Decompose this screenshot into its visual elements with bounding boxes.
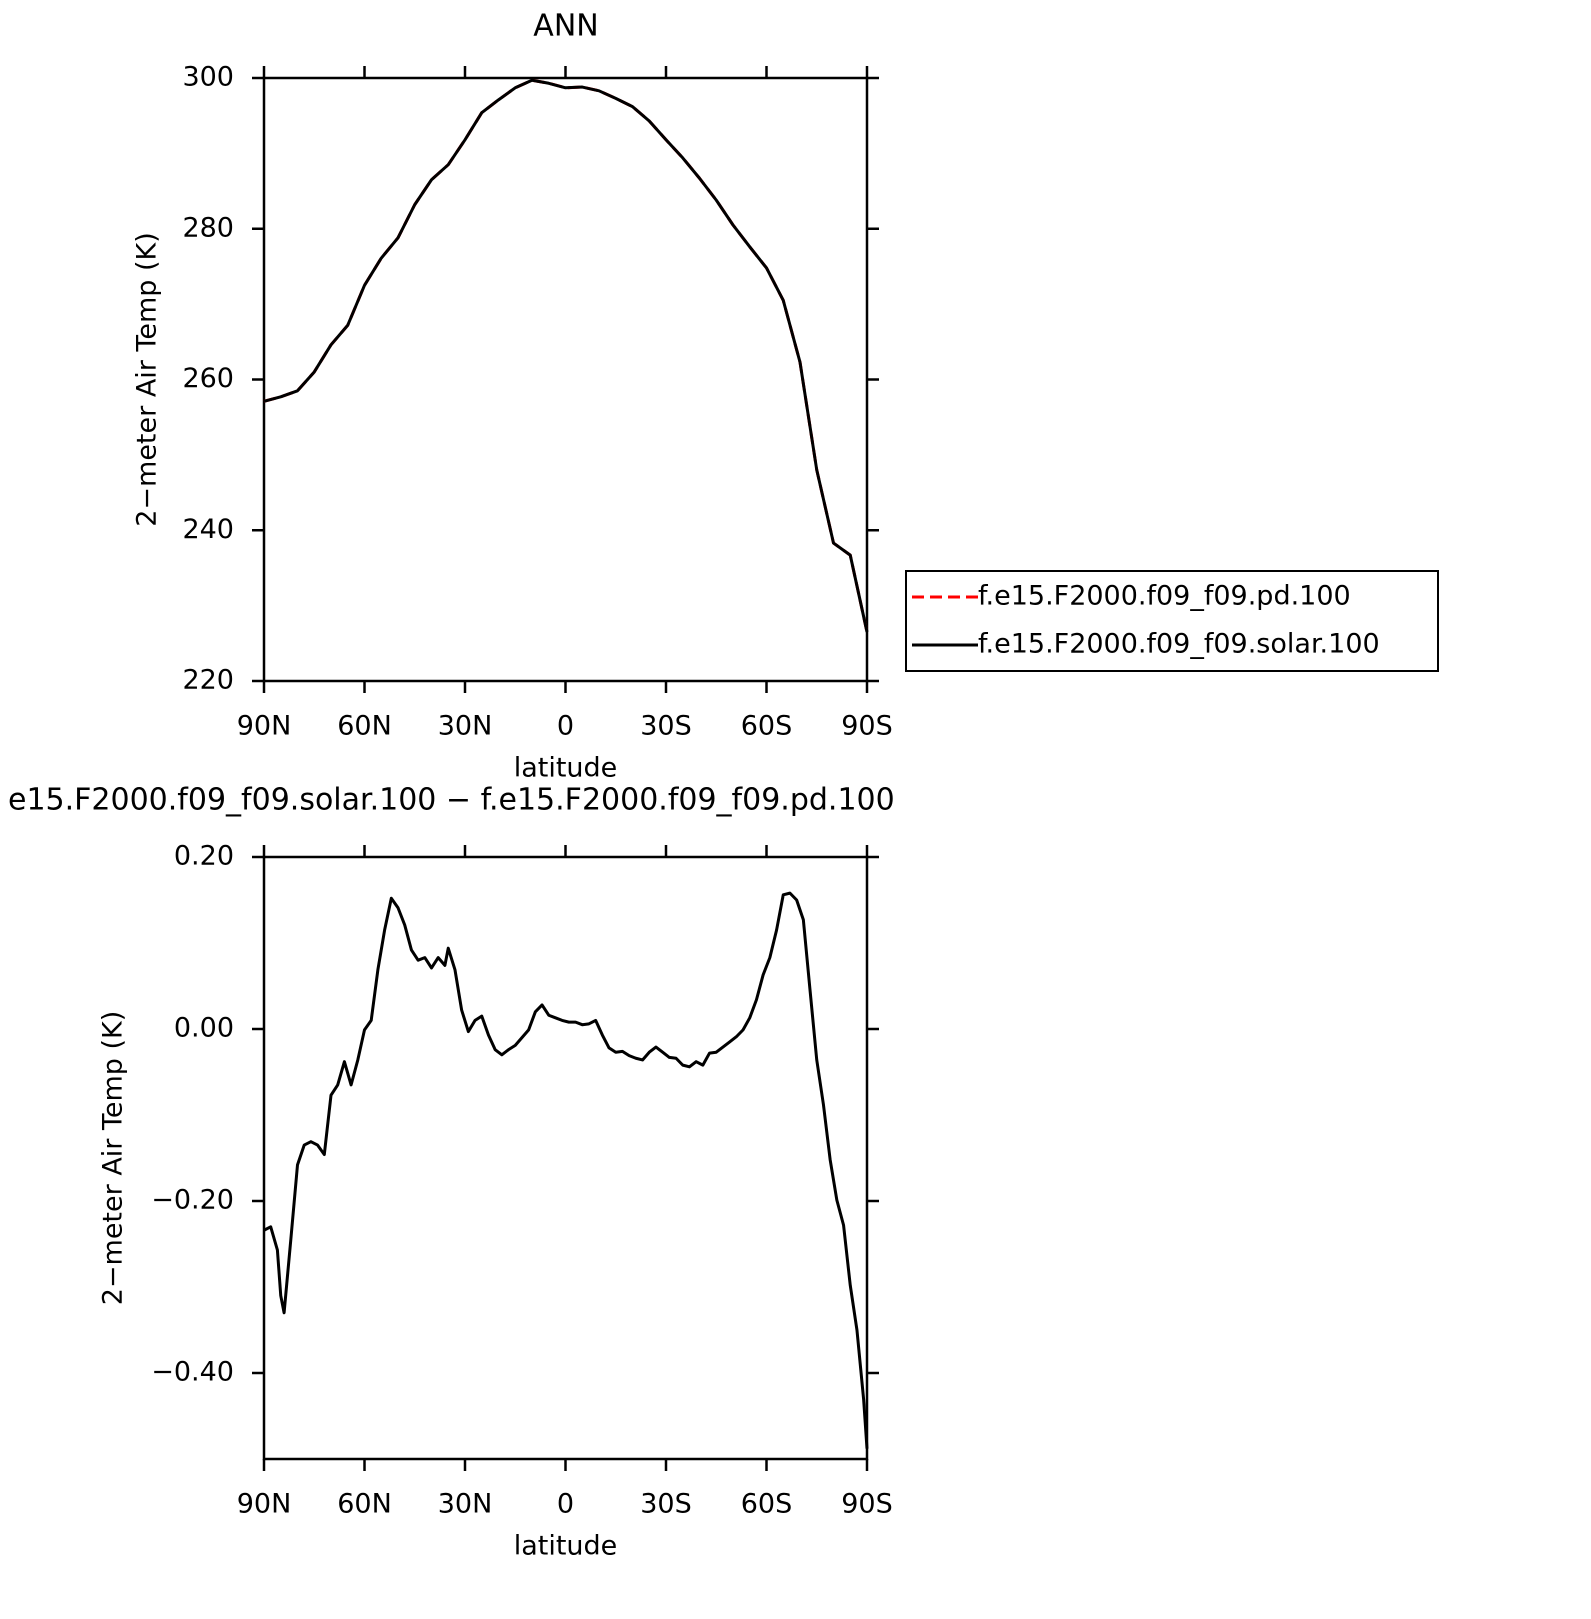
x-axis-label: latitude	[514, 1531, 618, 1562]
y-tick-label: 300	[182, 62, 234, 93]
x-tick-label: 90S	[841, 1489, 893, 1520]
y-tick-label: −0.20	[151, 1185, 234, 1216]
y-tick-label: −0.40	[151, 1357, 234, 1388]
x-tick-label: 90S	[841, 711, 893, 742]
x-tick-label: 0	[557, 1489, 574, 1520]
x-tick-label: 60S	[741, 711, 793, 742]
plot-frame	[262, 76, 869, 683]
x-tick-label: 90N	[237, 1489, 292, 1520]
x-axis-label: latitude	[514, 753, 618, 784]
data-line	[263, 891, 869, 1449]
y-tick-label: 0.00	[174, 1013, 234, 1044]
data-line	[263, 78, 869, 633]
y-axis-label: 2−meter Air Temp (K)	[98, 1011, 129, 1306]
legend-label: f.e15.F2000.f09_f09.pd.100	[978, 581, 1351, 612]
x-tick-label: 60S	[741, 1489, 793, 1520]
legend-label: f.e15.F2000.f09_f09.solar.100	[978, 629, 1380, 660]
y-tick-label: 260	[182, 363, 234, 394]
y-tick-label: 0.20	[174, 841, 234, 872]
plot-frame	[262, 855, 869, 1461]
y-tick-label: 240	[182, 514, 234, 545]
data-line	[263, 78, 869, 633]
legend-box	[905, 570, 1439, 672]
x-tick-label: 30N	[438, 711, 493, 742]
x-tick-label: 30S	[640, 1489, 692, 1520]
x-tick-label: 0	[557, 711, 574, 742]
chart-title: ANN	[533, 9, 598, 44]
x-tick-label: 90N	[237, 711, 292, 742]
y-tick-label: 220	[182, 665, 234, 696]
x-tick-label: 30N	[438, 1489, 493, 1520]
x-tick-label: 30S	[640, 711, 692, 742]
x-tick-label: 60N	[337, 1489, 392, 1520]
x-tick-label: 60N	[337, 711, 392, 742]
y-tick-label: 280	[182, 212, 234, 243]
chart-title: e15.F2000.f09_f09.solar.100 − f.e15.F200…	[8, 783, 895, 818]
y-axis-label: 2−meter Air Temp (K)	[132, 232, 163, 527]
